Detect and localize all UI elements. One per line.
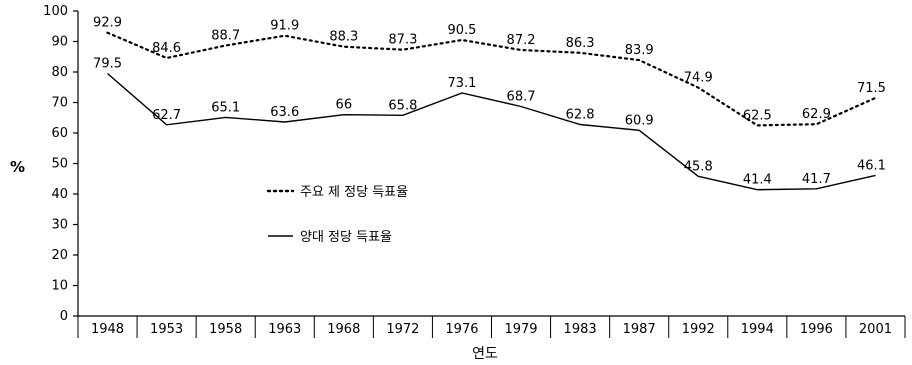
y-tick-label: 30 [51, 218, 68, 233]
data-label: 45.8 [684, 159, 713, 174]
data-label: 65.8 [388, 98, 417, 113]
data-label: 66 [336, 98, 353, 113]
series-line-1 [106, 31, 877, 127]
x-tick-label: 2001 [859, 322, 892, 337]
x-tick-label: 1979 [504, 322, 537, 337]
legend-label: 주요 제 정당 득표율 [300, 185, 408, 200]
data-label: 63.6 [270, 105, 299, 120]
x-tick-label: 1963 [268, 322, 301, 337]
data-label: 41.7 [802, 172, 831, 187]
x-tick-label: 1972 [386, 322, 419, 337]
y-tick-label: 100 [43, 4, 68, 19]
x-tick-label: 1994 [741, 322, 774, 337]
x-tick-label: 1976 [445, 322, 478, 337]
x-tick-label: 1953 [150, 322, 183, 337]
y-tick-label: 70 [51, 96, 68, 111]
data-label: 68.7 [507, 89, 536, 104]
data-label: 62.9 [802, 107, 831, 122]
data-label: 71.5 [857, 81, 886, 96]
x-tick-label: 1987 [623, 322, 656, 337]
x-axis: 1948 1953 1958 1963 1968 1972 1976 1979 1983 1987… [77, 315, 906, 338]
data-label: 83.9 [625, 43, 654, 58]
x-tick-label: 1983 [564, 322, 597, 337]
data-label: 62.7 [152, 108, 181, 123]
data-label: 86.3 [566, 36, 595, 51]
x-tick-label: 1996 [800, 322, 833, 337]
data-label: 41.4 [743, 173, 772, 188]
y-tick-label: 80 [51, 65, 68, 80]
data-label: 91.9 [270, 19, 299, 34]
data-label: 87.2 [507, 33, 536, 48]
x-tick-label: 1948 [91, 322, 124, 337]
data-label: 90.5 [447, 23, 476, 38]
data-label: 73.1 [447, 76, 476, 91]
y-tick-label: 20 [51, 248, 68, 263]
data-label: 65.1 [211, 100, 240, 115]
y-tick-label: 10 [51, 279, 68, 294]
x-axis-title: 연도 [472, 346, 498, 362]
y-axis-title: % [10, 158, 25, 176]
y-tick-label: 50 [51, 157, 68, 172]
y-tick-label: 60 [51, 126, 68, 141]
data-label: 84.6 [152, 41, 181, 56]
x-tick-label: 1958 [209, 322, 242, 337]
x-tick-label: 1992 [682, 322, 715, 337]
data-label: 74.9 [684, 71, 713, 86]
series-line-2 [107, 72, 876, 191]
data-labels: 92.9 84.6 88.7 91.9 88.3 87.3 90.5 87.2 86.3 83.9… [93, 16, 886, 188]
data-label: 88.7 [211, 28, 240, 43]
data-label: 92.9 [93, 16, 122, 31]
data-label: 87.3 [388, 33, 417, 48]
legend-label: 양대 정당 득표율 [300, 230, 392, 245]
y-tick-label: 0 [60, 309, 68, 324]
data-label: 88.3 [329, 30, 358, 45]
series-layer [106, 31, 877, 191]
y-tick-label: 90 [51, 35, 68, 50]
data-label: 62.5 [743, 108, 772, 123]
y-axis: 0 10 20 30 40 50 60 70 80 90 100 [43, 4, 79, 324]
y-tick-label: 40 [51, 187, 68, 202]
data-label: 62.8 [566, 107, 595, 122]
data-label: 46.1 [857, 158, 886, 173]
data-label: 60.9 [625, 113, 654, 128]
data-label: 79.5 [93, 57, 122, 72]
x-tick-label: 1968 [327, 322, 360, 337]
